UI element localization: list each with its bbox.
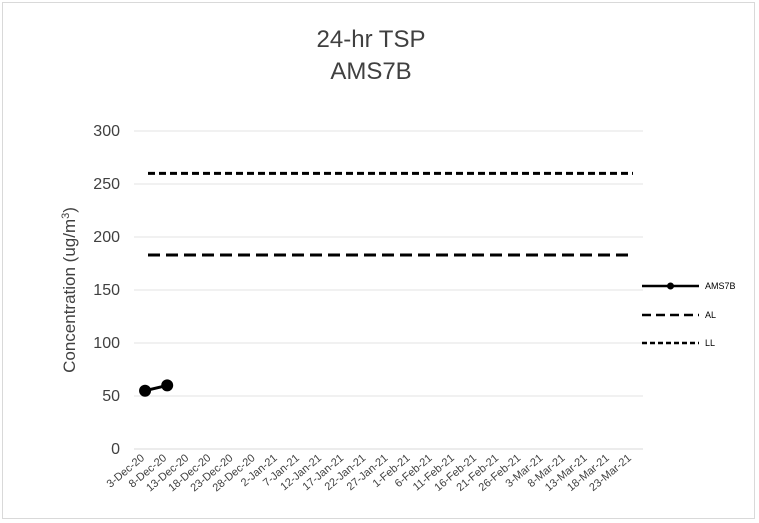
data-point-ams7b	[139, 384, 152, 397]
y-tick-label: 150	[93, 282, 120, 299]
y-tick-label: 0	[111, 441, 120, 458]
chart-title: 24-hr TSP	[317, 26, 426, 53]
y-tick-label: 200	[93, 229, 120, 246]
legend-marker	[667, 282, 674, 290]
chart-subtitle: AMS7B	[330, 58, 411, 85]
y-tick-label: 50	[102, 388, 120, 405]
y-tick-label: 300	[93, 123, 120, 140]
legend-label: AMS7B	[705, 281, 736, 291]
data-point-ams7b	[161, 379, 174, 392]
y-axis-title: Concentration (ug/m3)	[60, 207, 79, 373]
y-tick-label: 250	[93, 176, 120, 193]
legend-label: LL	[705, 338, 715, 348]
y-tick-label: 100	[93, 335, 120, 352]
legend-label: AL	[705, 310, 716, 320]
